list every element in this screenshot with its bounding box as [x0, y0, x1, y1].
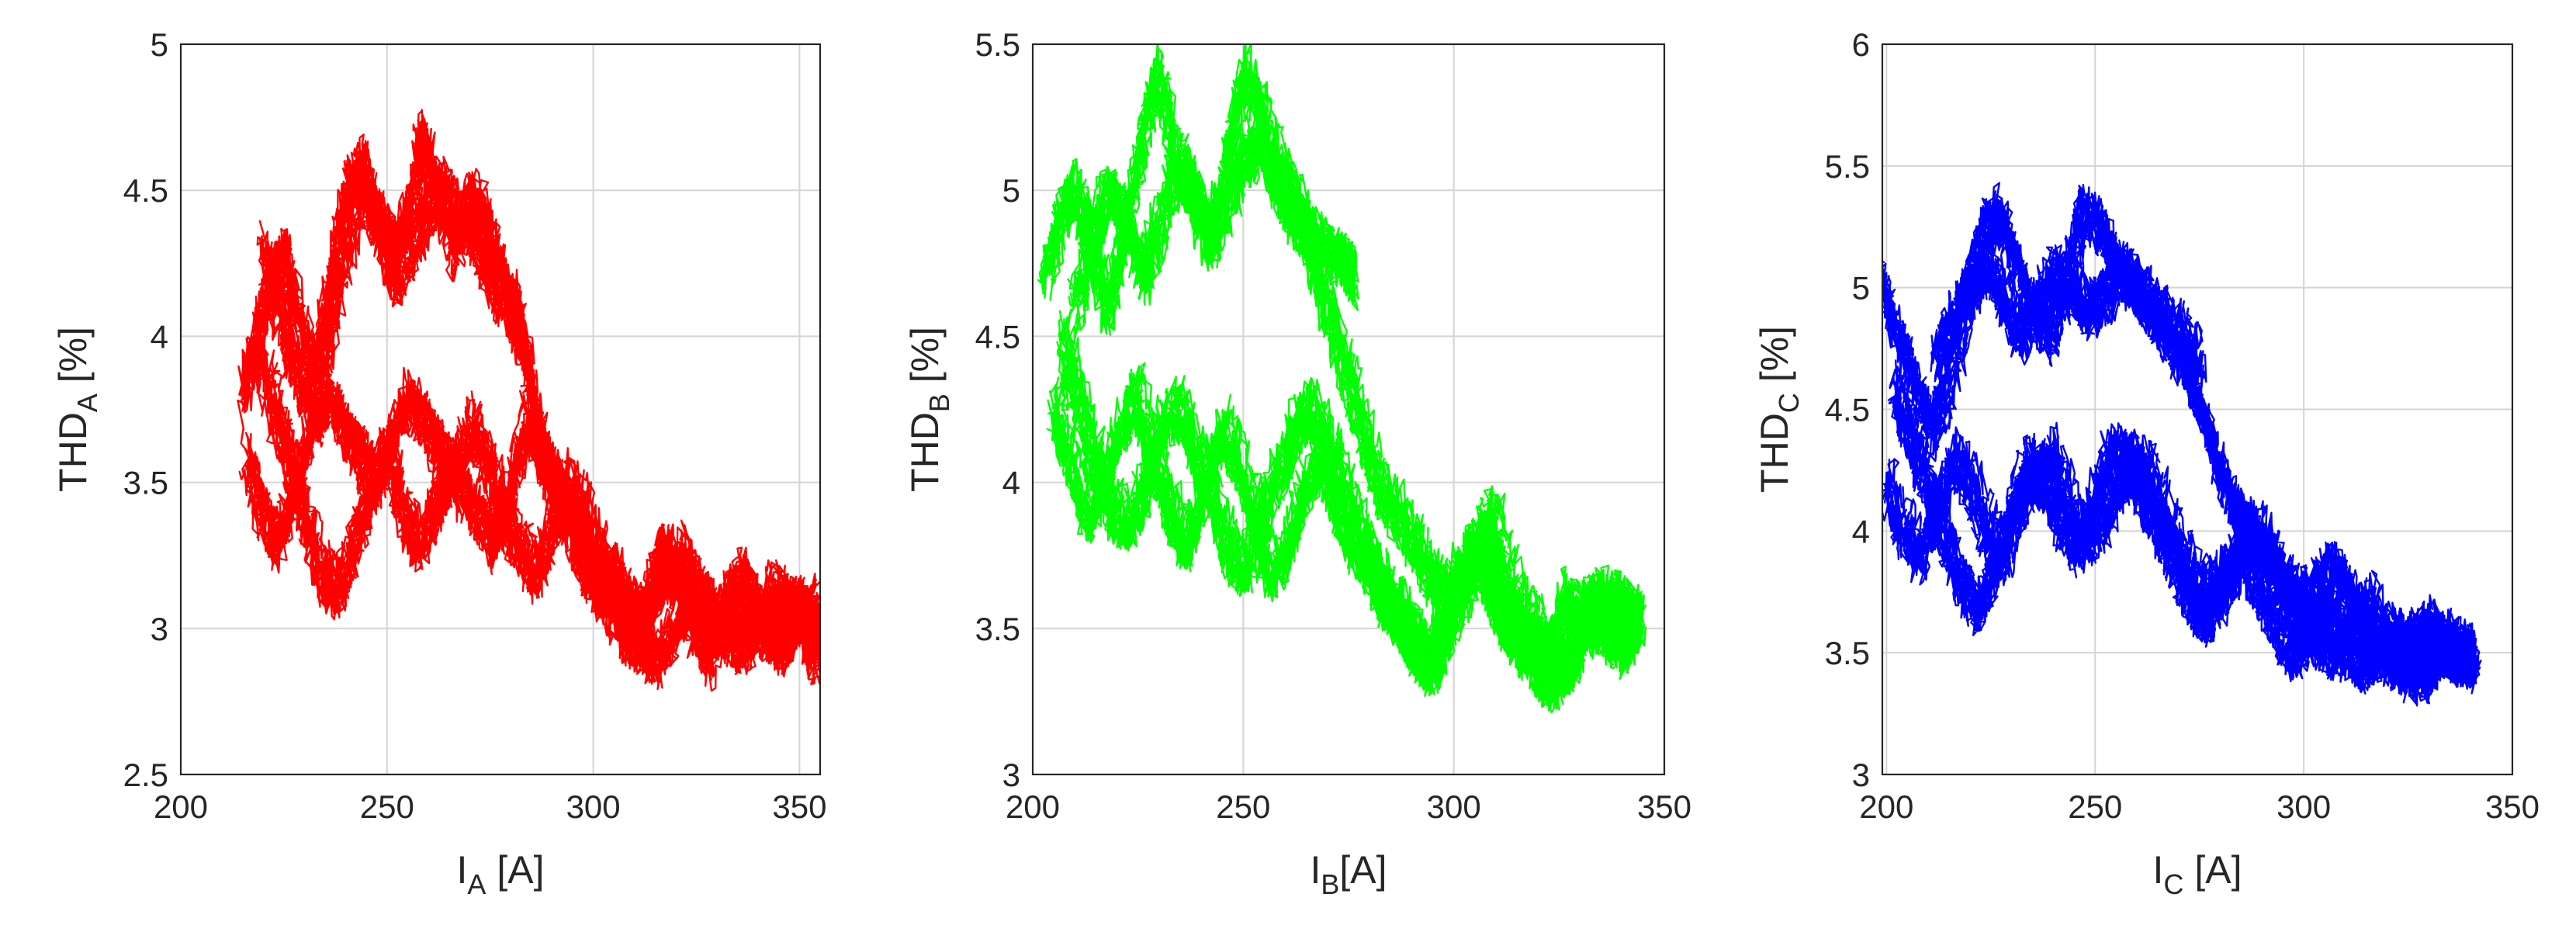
y-tick-label: 5	[1002, 172, 1020, 209]
trace-line	[258, 195, 521, 425]
trace-line	[1894, 359, 2466, 670]
trace-line	[1061, 330, 1636, 677]
trace-line	[265, 194, 530, 411]
tick-labels: 200 250 300 350 2.5 3 3.5 4 4.5 5	[123, 26, 827, 825]
y-axis-label: THDA [%]	[51, 327, 103, 492]
panel-thd-a: 200 250 300 350 2.5 3 3.5 4 4.5 5 IA [A] THDA [%]	[51, 26, 826, 900]
trace-line	[250, 335, 814, 655]
y-tick-label: 5	[1852, 270, 1870, 307]
x-tick-label: 300	[2277, 788, 2331, 825]
y-tick-label: 3	[1002, 757, 1020, 793]
y-tick-label: 4	[1002, 465, 1020, 501]
axes-frame	[1031, 43, 1666, 776]
trace-line	[1074, 116, 1355, 300]
y-tick-label: 5.5	[1825, 148, 1870, 185]
trace-line	[1047, 54, 1646, 666]
trace-line	[1936, 262, 2203, 383]
y-tick-label: 4	[1852, 513, 1870, 549]
x-tick-label: 250	[360, 788, 414, 825]
trace-line	[1894, 373, 2467, 676]
x-tick-label: 350	[1637, 788, 1691, 825]
trace-line	[1066, 338, 1640, 714]
y-tick-label: 4.5	[123, 172, 168, 209]
tick-labels: 200 250 300 350 3 3.5 4 4.5 5 5.5	[975, 26, 1691, 825]
trace-line	[1887, 421, 2476, 668]
y-tick-label: 3.5	[123, 465, 168, 501]
y-tick-label: 3.5	[975, 611, 1020, 647]
y-tick-label: 4.5	[975, 318, 1020, 355]
x-tick-label: 300	[566, 788, 621, 825]
y-axis-label: THDC [%]	[1753, 326, 1805, 493]
x-tick-label: 350	[2485, 788, 2540, 825]
x-tick-label: 350	[772, 788, 826, 825]
y-tick-label: 4.5	[1825, 392, 1870, 428]
y-tick-label: 5	[151, 26, 168, 63]
x-tick-label: 300	[1427, 788, 1481, 825]
trace-line	[1040, 58, 1640, 669]
trace-line	[253, 351, 817, 675]
x-tick-label: 200	[1006, 788, 1060, 825]
tick-labels: 200 250 300 350 3 3.5 4 4.5 5 5.5 6	[1825, 26, 2540, 825]
trace-line	[1938, 235, 2202, 352]
x-tick-label: 250	[2068, 788, 2122, 825]
axes-frame	[179, 43, 822, 776]
y-axis-label: THDB [%]	[903, 327, 955, 492]
y-tick-label: 5.5	[975, 26, 1020, 63]
x-tick-label: 250	[1216, 788, 1270, 825]
data-traces	[1882, 182, 2482, 707]
x-tick-label: 200	[1859, 788, 1913, 825]
axes-frame	[1881, 43, 2514, 776]
x-axis-label: IA [A]	[457, 848, 545, 900]
trace-line	[244, 123, 820, 670]
trace-line	[1071, 144, 1355, 317]
y-tick-label: 3	[1852, 757, 1870, 793]
data-traces	[1037, 44, 1647, 714]
trace-line	[258, 155, 525, 392]
trace-line	[1940, 272, 2205, 391]
x-axis-label: IB[A]	[1310, 848, 1387, 900]
x-axis-label: IC [A]	[2153, 848, 2242, 900]
panel-thd-c: 200 250 300 350 3 3.5 4 4.5 5 5.5 6 IC [A] THDC [%…	[1753, 26, 2540, 900]
y-tick-label: 6	[1852, 26, 1870, 63]
panel-thd-b: 200 250 300 350 3 3.5 4 4.5 5 5.5 IB[A] THDB [%]	[903, 26, 1691, 900]
trace-line	[1889, 379, 2461, 675]
x-tick-label: 200	[154, 788, 208, 825]
trace-line	[1076, 120, 1359, 296]
trace-line	[1058, 329, 1635, 703]
y-tick-label: 3.5	[1825, 635, 1870, 671]
y-tick-label: 2.5	[123, 757, 168, 793]
y-tick-label: 4	[151, 318, 168, 355]
data-traces	[237, 109, 820, 692]
y-tick-label: 3	[151, 611, 168, 647]
